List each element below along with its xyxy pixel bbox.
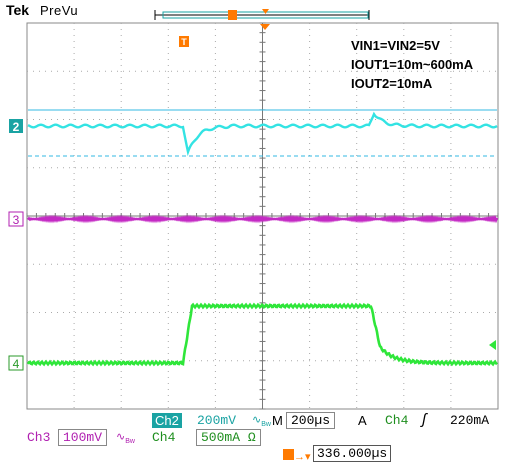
ch3-waveform [27,214,499,224]
trigger-source: Ch4 [385,413,409,428]
ch4-waveform [26,302,498,367]
ch4-unit-suffix: Ω [247,430,256,445]
annotation-iout2: IOUT2=10mA [351,76,433,91]
ch2-coupling-icon: ∿Bw [252,414,271,429]
ch3-scale[interactable]: 100mV [58,429,108,446]
ch3-ground-marker[interactable]: 3 [8,211,24,227]
brand-logo: Tek [6,2,30,18]
ch4-label: Ch4 [152,430,176,445]
ch2-label: Ch2 [152,413,182,428]
ch2-ground-marker[interactable]: 2 [9,119,23,134]
svg-text:3: 3 [13,213,20,227]
ch2-readout[interactable]: Ch2 [152,413,182,428]
trigger-slope-icon: ʃ [422,411,427,428]
trigger-marker-icon: T [179,24,270,47]
ch3-label: Ch3 [27,430,51,445]
trigger-position-value[interactable]: 336.000µs [313,445,392,462]
trigger-position-marker-icon [228,10,237,20]
timebase-label: M [272,413,283,428]
trigger-level-arrow-icon [489,340,496,350]
svg-text:2: 2 [13,120,20,134]
trigger-mode: A [358,413,367,428]
ch2-waveform [27,111,498,157]
ch4-scale-value: 500mA [201,430,241,445]
annotation-iout1: IOUT1=10m~600mA [351,57,474,72]
trigger-point-icon [262,9,269,14]
svg-text:T: T [181,37,187,47]
annotation-vin: VIN1=VIN2=5V [351,38,440,53]
timebase-value[interactable]: 200µs [286,412,336,429]
ch2-scale: 200mV [197,413,237,428]
ch4-scale[interactable]: 500mA Ω [196,429,261,446]
record-view-bar[interactable] [154,9,370,20]
trigger-position-icon: →▾ [283,447,311,465]
trigger-level[interactable]: 220mA [450,413,490,428]
ch4-ground-marker[interactable]: 4 [8,355,24,371]
ch3-coupling-icon: ∿Bw [116,431,135,446]
acquisition-mode: PreVu [40,3,79,18]
svg-text:4: 4 [13,357,20,371]
